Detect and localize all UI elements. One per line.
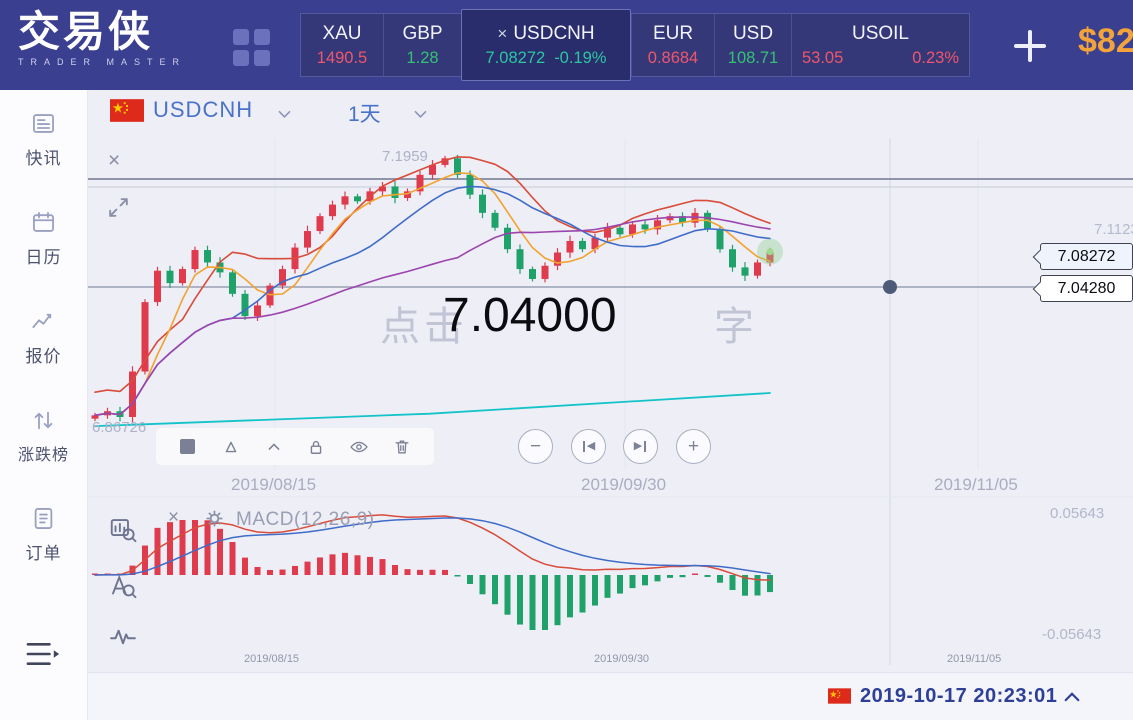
sidebar-item-label: 订单 (25, 544, 62, 563)
sidebar-item-orders[interactable]: 订单 (18, 505, 69, 564)
logo-title: 交易侠 (18, 8, 154, 55)
china-flag-icon (110, 99, 144, 122)
ticker-close-icon[interactable]: × (497, 24, 508, 43)
ticker-change: -0.19% (554, 49, 607, 67)
price-label-low: 6.86726 (92, 419, 147, 436)
ticker-symbol: EUR (652, 23, 694, 44)
chart-zoom-button[interactable] (108, 515, 140, 547)
server-timestamp: 2019-10-17 20:23:01 (860, 685, 1058, 707)
axis-date-label: 2019/09/30 (581, 475, 667, 494)
ranking-icon (30, 407, 57, 434)
symbol-selector[interactable]: USDCNH (153, 97, 254, 122)
more-menu-button[interactable] (24, 640, 62, 668)
visibility-tool-icon[interactable] (348, 436, 370, 458)
grid-menu-icon[interactable] (233, 29, 270, 66)
text-zoom-button[interactable] (108, 571, 140, 603)
sidebar-item-ranking[interactable]: 涨跌榜 (18, 407, 69, 465)
level-price-badge: 7.04280 (1040, 275, 1133, 302)
ticker-tab-usdcnh[interactable]: × USDCNH 7.08272 -0.19% (461, 9, 631, 81)
zoom-in-button[interactable]: + (676, 429, 711, 464)
ticker-symbol: XAU (322, 23, 362, 44)
indicator-wave-button[interactable] (108, 622, 140, 654)
ticker-tab-eur[interactable]: EUR 0.8684 (631, 14, 714, 76)
ticker-value: 0.8684 (647, 49, 699, 67)
add-symbol-button[interactable] (1012, 28, 1048, 64)
ticker-tab-usd[interactable]: USD 108.71 (714, 14, 791, 76)
indicator-scale-label: -0.05643 (1042, 626, 1102, 643)
macd-close-icon[interactable]: × (168, 507, 180, 528)
axis-date-label: 2019/11/05 (947, 653, 1002, 665)
ticker-value: 108.71 (727, 49, 779, 67)
macd-settings-icon[interactable] (203, 507, 226, 530)
sidebar-item-quotes[interactable]: 报价 (18, 308, 69, 367)
indicator-title: MACD(12,26,9) (236, 509, 375, 530)
sidebar-item-news[interactable]: 快讯 (18, 110, 69, 169)
sidebar-item-label: 报价 (25, 347, 62, 366)
chart-close-icon[interactable]: × (108, 149, 121, 172)
logo-subtitle: TRADER MASTER (18, 57, 187, 68)
ticker-value: 1490.5 (316, 49, 368, 67)
price-label-right: 7.1123 (1094, 221, 1133, 238)
watermark-text: 点击 (380, 305, 468, 349)
sidebar-item-label: 快讯 (25, 149, 62, 168)
shape-tool-icon[interactable] (177, 436, 199, 458)
indicator-scale-label: 0.05643 (1050, 505, 1105, 522)
status-bar (88, 672, 1133, 720)
sidebar-item-label: 日历 (25, 248, 62, 267)
app-logo: 交易侠 TRADER MASTER (18, 8, 187, 68)
sidebar-item-calendar[interactable]: 日历 (18, 209, 69, 268)
current-price-badge: 7.08272 (1040, 243, 1133, 270)
axis-date-label: 2019/09/30 (594, 653, 650, 665)
collapse-chevron-up-icon[interactable] (1063, 690, 1081, 703)
news-icon (30, 110, 57, 137)
timeframe-selector[interactable]: 1天 (348, 103, 381, 126)
chart-background (88, 90, 1133, 720)
ticker-symbol: GBP (402, 23, 443, 44)
ticker-value: 7.08272 (485, 49, 546, 67)
skip-to-end-button[interactable]: ▶ (623, 429, 658, 464)
price-annotation-text[interactable]: 7.04000 (443, 289, 617, 342)
sidebar-items: 快讯日历报价涨跌榜订单 (18, 110, 69, 604)
watermark-text: 字 (714, 305, 758, 349)
axis-date-label: 2019/11/05 (934, 475, 1018, 494)
caret-tool-icon[interactable] (263, 436, 285, 458)
calendar-icon (30, 209, 57, 236)
account-balance: $82 (1078, 22, 1133, 60)
sidebar-item-label: 涨跌榜 (17, 447, 69, 464)
ticker-symbol: USDCNH (513, 23, 595, 44)
chevron-down-icon[interactable] (412, 109, 429, 120)
ticker-change: 0.23% (912, 49, 959, 67)
ticker-value: 1.28 (406, 49, 439, 67)
ticker-value: 53.05 (802, 49, 844, 67)
orders-icon (30, 505, 57, 532)
zoom-out-button[interactable]: − (518, 429, 553, 464)
chevron-down-icon[interactable] (276, 109, 293, 120)
expand-arrows-icon[interactable] (106, 195, 131, 220)
drawing-toolbar (156, 428, 434, 465)
ticker-symbol: USD (732, 23, 774, 44)
triangle-tool-icon[interactable] (220, 436, 242, 458)
skip-to-start-button[interactable]: ◀ (571, 429, 606, 464)
axis-date-label: 2019/08/15 (231, 475, 317, 494)
delete-tool-icon[interactable] (391, 436, 413, 458)
quotes-icon (30, 308, 57, 335)
top-header: 交易侠 TRADER MASTER XAU 1490.5 GBP 1.28 × USDCN… (0, 0, 1133, 90)
axis-date-label: 2019/08/15 (244, 653, 300, 665)
lock-tool-icon[interactable] (305, 436, 327, 458)
ticker-tab-usoil[interactable]: USOIL 53.05 0.23% (791, 14, 969, 76)
china-flag-icon (828, 688, 851, 704)
ticker-symbol: USOIL (851, 23, 910, 44)
ticker-tab-gbp[interactable]: GBP 1.28 (383, 14, 461, 76)
sidebar: 快讯日历报价涨跌榜订单 (0, 90, 88, 720)
ticker-tabs: XAU 1490.5 GBP 1.28 × USDCNH 7.08272 -0.19% EUR 0… (300, 9, 970, 81)
price-label-high: 7.1959 (382, 148, 428, 165)
ticker-tab-xau[interactable]: XAU 1490.5 (301, 14, 383, 76)
